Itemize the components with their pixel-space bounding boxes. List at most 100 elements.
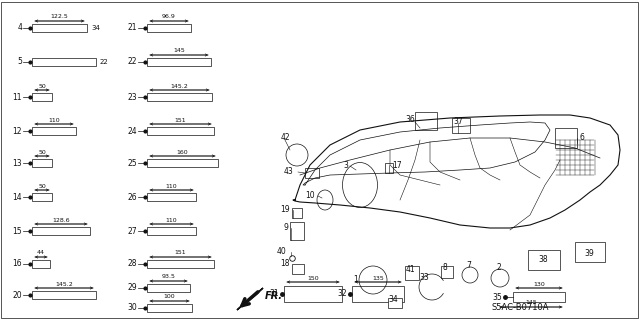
Text: 110: 110	[166, 218, 177, 222]
Text: 100: 100	[164, 294, 175, 300]
Text: 31: 31	[269, 290, 279, 299]
Text: 11: 11	[13, 93, 22, 101]
Text: FR.: FR.	[265, 291, 283, 301]
Text: 150: 150	[307, 276, 319, 280]
Text: 34: 34	[91, 25, 100, 31]
Bar	[147, 193, 196, 201]
Text: 145.2: 145.2	[171, 84, 188, 88]
Text: 40: 40	[276, 248, 286, 256]
Text: 50: 50	[38, 84, 46, 88]
Text: 19: 19	[280, 205, 290, 214]
Text: 37: 37	[453, 117, 463, 127]
Text: 9: 9	[283, 224, 288, 233]
Text: 110: 110	[48, 117, 60, 122]
Text: 29: 29	[127, 284, 137, 293]
Bar	[32, 193, 52, 201]
Bar	[147, 24, 191, 32]
Text: 32: 32	[337, 290, 347, 299]
Bar	[352, 286, 404, 302]
Text: 5: 5	[17, 57, 22, 66]
Text: 6: 6	[580, 133, 585, 143]
Text: 93.5: 93.5	[161, 275, 175, 279]
Bar	[32, 291, 96, 299]
Text: 44: 44	[37, 250, 45, 256]
Bar	[405, 266, 419, 280]
Text: 21: 21	[127, 24, 137, 33]
Text: 7: 7	[467, 261, 472, 270]
Text: 42: 42	[280, 133, 290, 143]
Text: 15: 15	[12, 226, 22, 235]
Text: 14: 14	[12, 192, 22, 202]
Bar	[292, 264, 304, 274]
Bar	[385, 163, 393, 173]
Text: 22: 22	[100, 59, 109, 65]
Text: 145: 145	[525, 300, 537, 306]
Text: 24: 24	[127, 127, 137, 136]
Text: 50: 50	[38, 150, 46, 154]
Text: 28: 28	[127, 259, 137, 269]
Text: 96.9: 96.9	[162, 14, 176, 19]
Text: 43: 43	[284, 167, 293, 176]
Text: 110: 110	[166, 183, 177, 189]
Bar	[292, 208, 302, 218]
Bar	[555, 128, 577, 148]
Polygon shape	[237, 288, 263, 310]
Text: 50: 50	[38, 183, 46, 189]
Text: 18: 18	[280, 259, 290, 269]
Text: 30: 30	[127, 303, 137, 313]
Text: 23: 23	[127, 93, 137, 101]
Text: 20: 20	[12, 291, 22, 300]
Bar	[388, 298, 402, 308]
Text: 3: 3	[343, 160, 348, 169]
Text: 128.6: 128.6	[52, 218, 70, 222]
Bar	[147, 304, 192, 312]
Bar	[575, 242, 605, 262]
Bar	[32, 24, 87, 32]
Text: 145.2: 145.2	[55, 281, 73, 286]
Text: 135: 135	[372, 276, 384, 280]
Bar	[513, 292, 565, 302]
Bar	[32, 93, 52, 101]
Bar	[147, 159, 218, 167]
Text: 151: 151	[175, 117, 186, 122]
Text: 26: 26	[127, 192, 137, 202]
Text: 12: 12	[13, 127, 22, 136]
Bar	[147, 260, 214, 268]
Text: 33: 33	[419, 272, 429, 281]
Bar	[415, 112, 437, 130]
Text: 122.5: 122.5	[51, 14, 68, 19]
Text: 8: 8	[443, 263, 447, 272]
Text: 27: 27	[127, 226, 137, 235]
Text: 160: 160	[177, 150, 188, 154]
Bar	[147, 227, 196, 235]
Bar	[528, 250, 560, 270]
Text: 145: 145	[173, 48, 185, 54]
Text: 1: 1	[353, 276, 358, 285]
Bar	[147, 284, 190, 292]
Bar	[147, 93, 212, 101]
Text: 35: 35	[492, 293, 502, 301]
Text: 41: 41	[405, 265, 415, 275]
Text: 16: 16	[12, 259, 22, 269]
Bar	[32, 260, 50, 268]
Text: 38: 38	[538, 256, 548, 264]
Bar	[290, 222, 304, 240]
Bar	[284, 286, 342, 302]
Text: 151: 151	[175, 250, 186, 256]
Bar	[32, 127, 76, 135]
Bar	[147, 58, 211, 66]
Bar	[441, 266, 453, 278]
Text: 10: 10	[305, 190, 315, 199]
Text: 39: 39	[584, 249, 594, 258]
Text: 17: 17	[392, 160, 402, 169]
Text: 36: 36	[405, 115, 415, 124]
Text: 2: 2	[497, 263, 501, 272]
Text: 4: 4	[17, 24, 22, 33]
Text: 34: 34	[388, 295, 398, 305]
Bar	[32, 58, 96, 66]
Text: 13: 13	[12, 159, 22, 167]
Text: S5AC-B0710A: S5AC-B0710A	[492, 302, 548, 311]
Text: 130: 130	[533, 281, 545, 286]
Bar	[32, 159, 52, 167]
Text: 25: 25	[127, 159, 137, 167]
